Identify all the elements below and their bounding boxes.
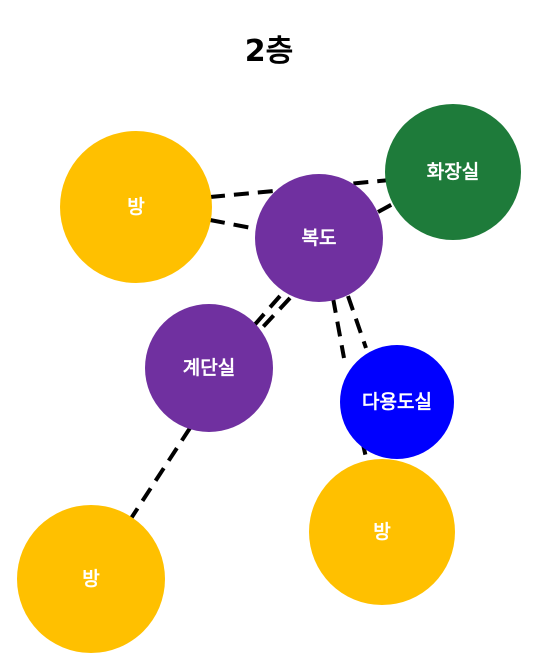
node-multipurpose: 다용도실 bbox=[340, 345, 454, 459]
room-circle bbox=[309, 459, 455, 605]
room-label: 방 bbox=[82, 568, 100, 590]
room-circle bbox=[60, 131, 212, 283]
node-stairs: 계단실 bbox=[145, 304, 273, 432]
room-circle bbox=[17, 505, 165, 653]
edge-room-top-left-restroom bbox=[209, 178, 391, 199]
node-room-bottom-left: 방 bbox=[17, 505, 165, 653]
restroom-circle bbox=[385, 104, 521, 240]
multipurpose-label: 다용도실 bbox=[362, 391, 432, 413]
node-restroom: 화장실 bbox=[385, 104, 521, 240]
node-corridor: 복도 bbox=[255, 174, 383, 302]
room-label: 방 bbox=[373, 521, 391, 543]
room-label: 방 bbox=[127, 196, 145, 218]
node-room-top-left: 방 bbox=[60, 131, 212, 283]
node-room-bottom-right: 방 bbox=[309, 459, 455, 605]
stairs-circle bbox=[145, 304, 273, 432]
restroom-label: 화장실 bbox=[427, 161, 479, 183]
edge-corridor-multipurpose-b bbox=[346, 295, 368, 349]
edge-stairs-room-bottom-left bbox=[128, 426, 192, 522]
multipurpose-circle bbox=[340, 345, 454, 459]
edge-corridor-restroom bbox=[377, 198, 401, 214]
edge-corridor-multipurpose-a bbox=[331, 297, 346, 359]
edge-room-top-left-corridor bbox=[209, 218, 263, 232]
stairs-label: 계단실 bbox=[183, 357, 235, 379]
edge-corridor-stairs-b bbox=[260, 296, 292, 330]
diagram-title: 2층 bbox=[244, 34, 294, 69]
corridor-label: 복도 bbox=[302, 227, 337, 249]
corridor-circle bbox=[255, 174, 383, 302]
